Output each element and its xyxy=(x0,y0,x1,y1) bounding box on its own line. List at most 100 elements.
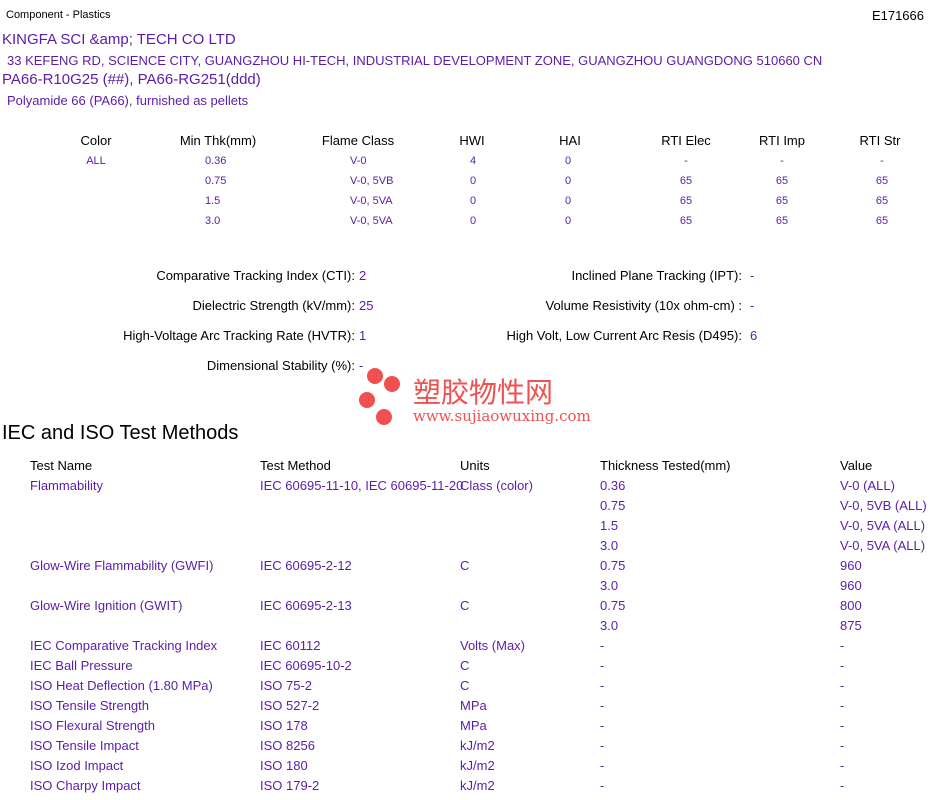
iec-cell: - xyxy=(600,678,605,693)
iec-cell: 960 xyxy=(840,578,862,593)
watermark-dot xyxy=(384,376,400,392)
iec-cell: 875 xyxy=(840,618,862,633)
property-label: High-Voltage Arc Tracking Rate (HVTR): xyxy=(123,328,355,343)
watermark-url: www.sujiaowuxing.com xyxy=(413,407,591,425)
iec-cell: IEC 60695-2-13 xyxy=(260,598,352,613)
property-value: - xyxy=(750,268,755,283)
ratings-cell: 65 xyxy=(679,195,693,207)
watermark-dot xyxy=(376,409,392,425)
iec-cell: V-0, 5VA (ALL) xyxy=(840,518,926,533)
ratings-cell: V-0, 5VA xyxy=(350,215,393,227)
ratings-cell: 65 xyxy=(875,175,889,187)
iec-cell: Glow-Wire Ignition (GWIT) xyxy=(30,598,183,613)
watermark-logo: 塑胶物性网 www.sujiaowuxing.com xyxy=(359,368,591,425)
iec-cell: ISO Tensile Strength xyxy=(30,698,149,713)
ratings-cell: 0 xyxy=(564,195,572,207)
iec-cell: C xyxy=(460,598,470,613)
company-name: KINGFA SCI &amp; TECH CO LTD xyxy=(2,31,236,48)
iec-cell: 0.75 xyxy=(600,498,626,513)
property-label: Inclined Plane Tracking (IPT): xyxy=(571,268,742,283)
ratings-cell: 0 xyxy=(469,215,477,227)
iec-cell: 1.5 xyxy=(600,518,619,533)
iec-cell: - xyxy=(600,718,605,733)
iec-cell: ISO 180 xyxy=(260,758,308,773)
iec-cell: ISO 179-2 xyxy=(260,778,320,793)
property-label: Dielectric Strength (kV/mm): xyxy=(192,298,355,313)
iec-cell: Class (color) xyxy=(460,478,533,493)
ratings-cell: 3.0 xyxy=(205,215,221,227)
product-grades: PA66-R10G25 (##), PA66-RG251(ddd) xyxy=(2,71,261,88)
iec-cell: IEC 60695-11-10, IEC 60695-11-20 xyxy=(260,478,464,493)
iec-cell: MPa xyxy=(460,718,487,733)
ratings-header: Min Thk(mm) xyxy=(179,133,257,148)
property-label: Dimensional Stability (%): xyxy=(206,358,355,373)
iec-cell: 0.75 xyxy=(600,558,626,573)
property-value: 25 xyxy=(359,298,374,313)
file-number: E171666 xyxy=(871,8,924,23)
iec-cell: IEC Ball Pressure xyxy=(30,658,133,673)
iec-cell: 3.0 xyxy=(600,618,619,633)
property-value: - xyxy=(750,298,755,313)
iec-cell: - xyxy=(840,698,845,713)
watermark-dot xyxy=(359,392,375,408)
iec-cell: Flammability xyxy=(30,478,103,493)
iec-cell: V-0 (ALL) xyxy=(840,478,895,493)
ratings-cell: 0 xyxy=(469,175,477,187)
iec-cell: IEC 60112 xyxy=(260,638,321,653)
iec-cell: IEC 60695-10-2 xyxy=(260,658,352,673)
ratings-cell: 0.36 xyxy=(205,155,227,167)
iec-cell: kJ/m2 xyxy=(460,778,495,793)
iec-cell: - xyxy=(840,738,845,753)
iec-section-title: IEC and ISO Test Methods xyxy=(2,422,239,444)
iec-cell: 3.0 xyxy=(600,578,619,593)
iec-cell: C xyxy=(460,658,470,673)
property-label: Volume Resistivity (10x ohm-cm) : xyxy=(545,298,743,313)
ratings-cell: 65 xyxy=(679,175,693,187)
iec-cell: V-0, 5VB (ALL) xyxy=(840,498,927,513)
ratings-cell: 65 xyxy=(679,215,693,227)
ratings-header: Color xyxy=(80,133,112,148)
iec-cell: - xyxy=(600,658,605,673)
iec-cell: - xyxy=(840,758,845,773)
ratings-cell: 0 xyxy=(564,175,572,187)
ratings-cell: 1.5 xyxy=(205,195,221,207)
property-value: - xyxy=(359,358,364,373)
iec-cell: Volts (Max) xyxy=(460,638,526,653)
iec-cell: - xyxy=(600,778,605,793)
company-address: 33 KEFENG RD, SCIENCE CITY, GUANGZHOU HI… xyxy=(7,53,823,68)
iec-cell: ISO 178 xyxy=(260,718,308,733)
ratings-cell: - xyxy=(684,155,688,167)
iec-cell: - xyxy=(840,718,845,733)
ratings-header: RTI Str xyxy=(859,133,901,148)
iec-header: Units xyxy=(460,458,490,473)
product-description: Polyamide 66 (PA66), furnished as pellet… xyxy=(7,93,249,108)
ratings-cell: - xyxy=(880,155,884,167)
ratings-cell: V-0, 5VA xyxy=(350,195,393,207)
iec-cell: 960 xyxy=(840,558,862,573)
property-value: 2 xyxy=(359,268,367,283)
ratings-header: RTI Imp xyxy=(759,133,805,148)
ratings-cell: 0 xyxy=(469,195,477,207)
ratings-cell: 65 xyxy=(875,195,889,207)
ratings-cell: 0 xyxy=(564,215,572,227)
property-label: Comparative Tracking Index (CTI): xyxy=(156,268,355,283)
ratings-header: Flame Class xyxy=(321,133,395,148)
ratings-cell: 0 xyxy=(564,155,572,167)
iec-cell: 3.0 xyxy=(600,538,619,553)
iec-cell: ISO 75-2 xyxy=(260,678,313,693)
property-value: 1 xyxy=(359,328,367,343)
iec-cell: C xyxy=(460,678,470,693)
ratings-cell: 4 xyxy=(469,155,477,167)
iec-header: Thickness Tested(mm) xyxy=(600,458,731,473)
ratings-cell: 65 xyxy=(775,175,789,187)
ratings-cell: V-0 xyxy=(350,155,367,167)
iec-cell: Glow-Wire Flammability (GWFI) xyxy=(30,558,214,573)
ratings-header: HAI xyxy=(559,133,581,148)
iec-cell: - xyxy=(840,638,845,653)
ratings-header: HWI xyxy=(459,133,485,148)
iec-cell: ISO 8256 xyxy=(260,738,315,753)
ratings-cell: V-0, 5VB xyxy=(350,175,394,187)
iec-cell: - xyxy=(600,758,605,773)
iec-cell: 0.75 xyxy=(600,598,626,613)
iec-cell: ISO Izod Impact xyxy=(30,758,124,773)
